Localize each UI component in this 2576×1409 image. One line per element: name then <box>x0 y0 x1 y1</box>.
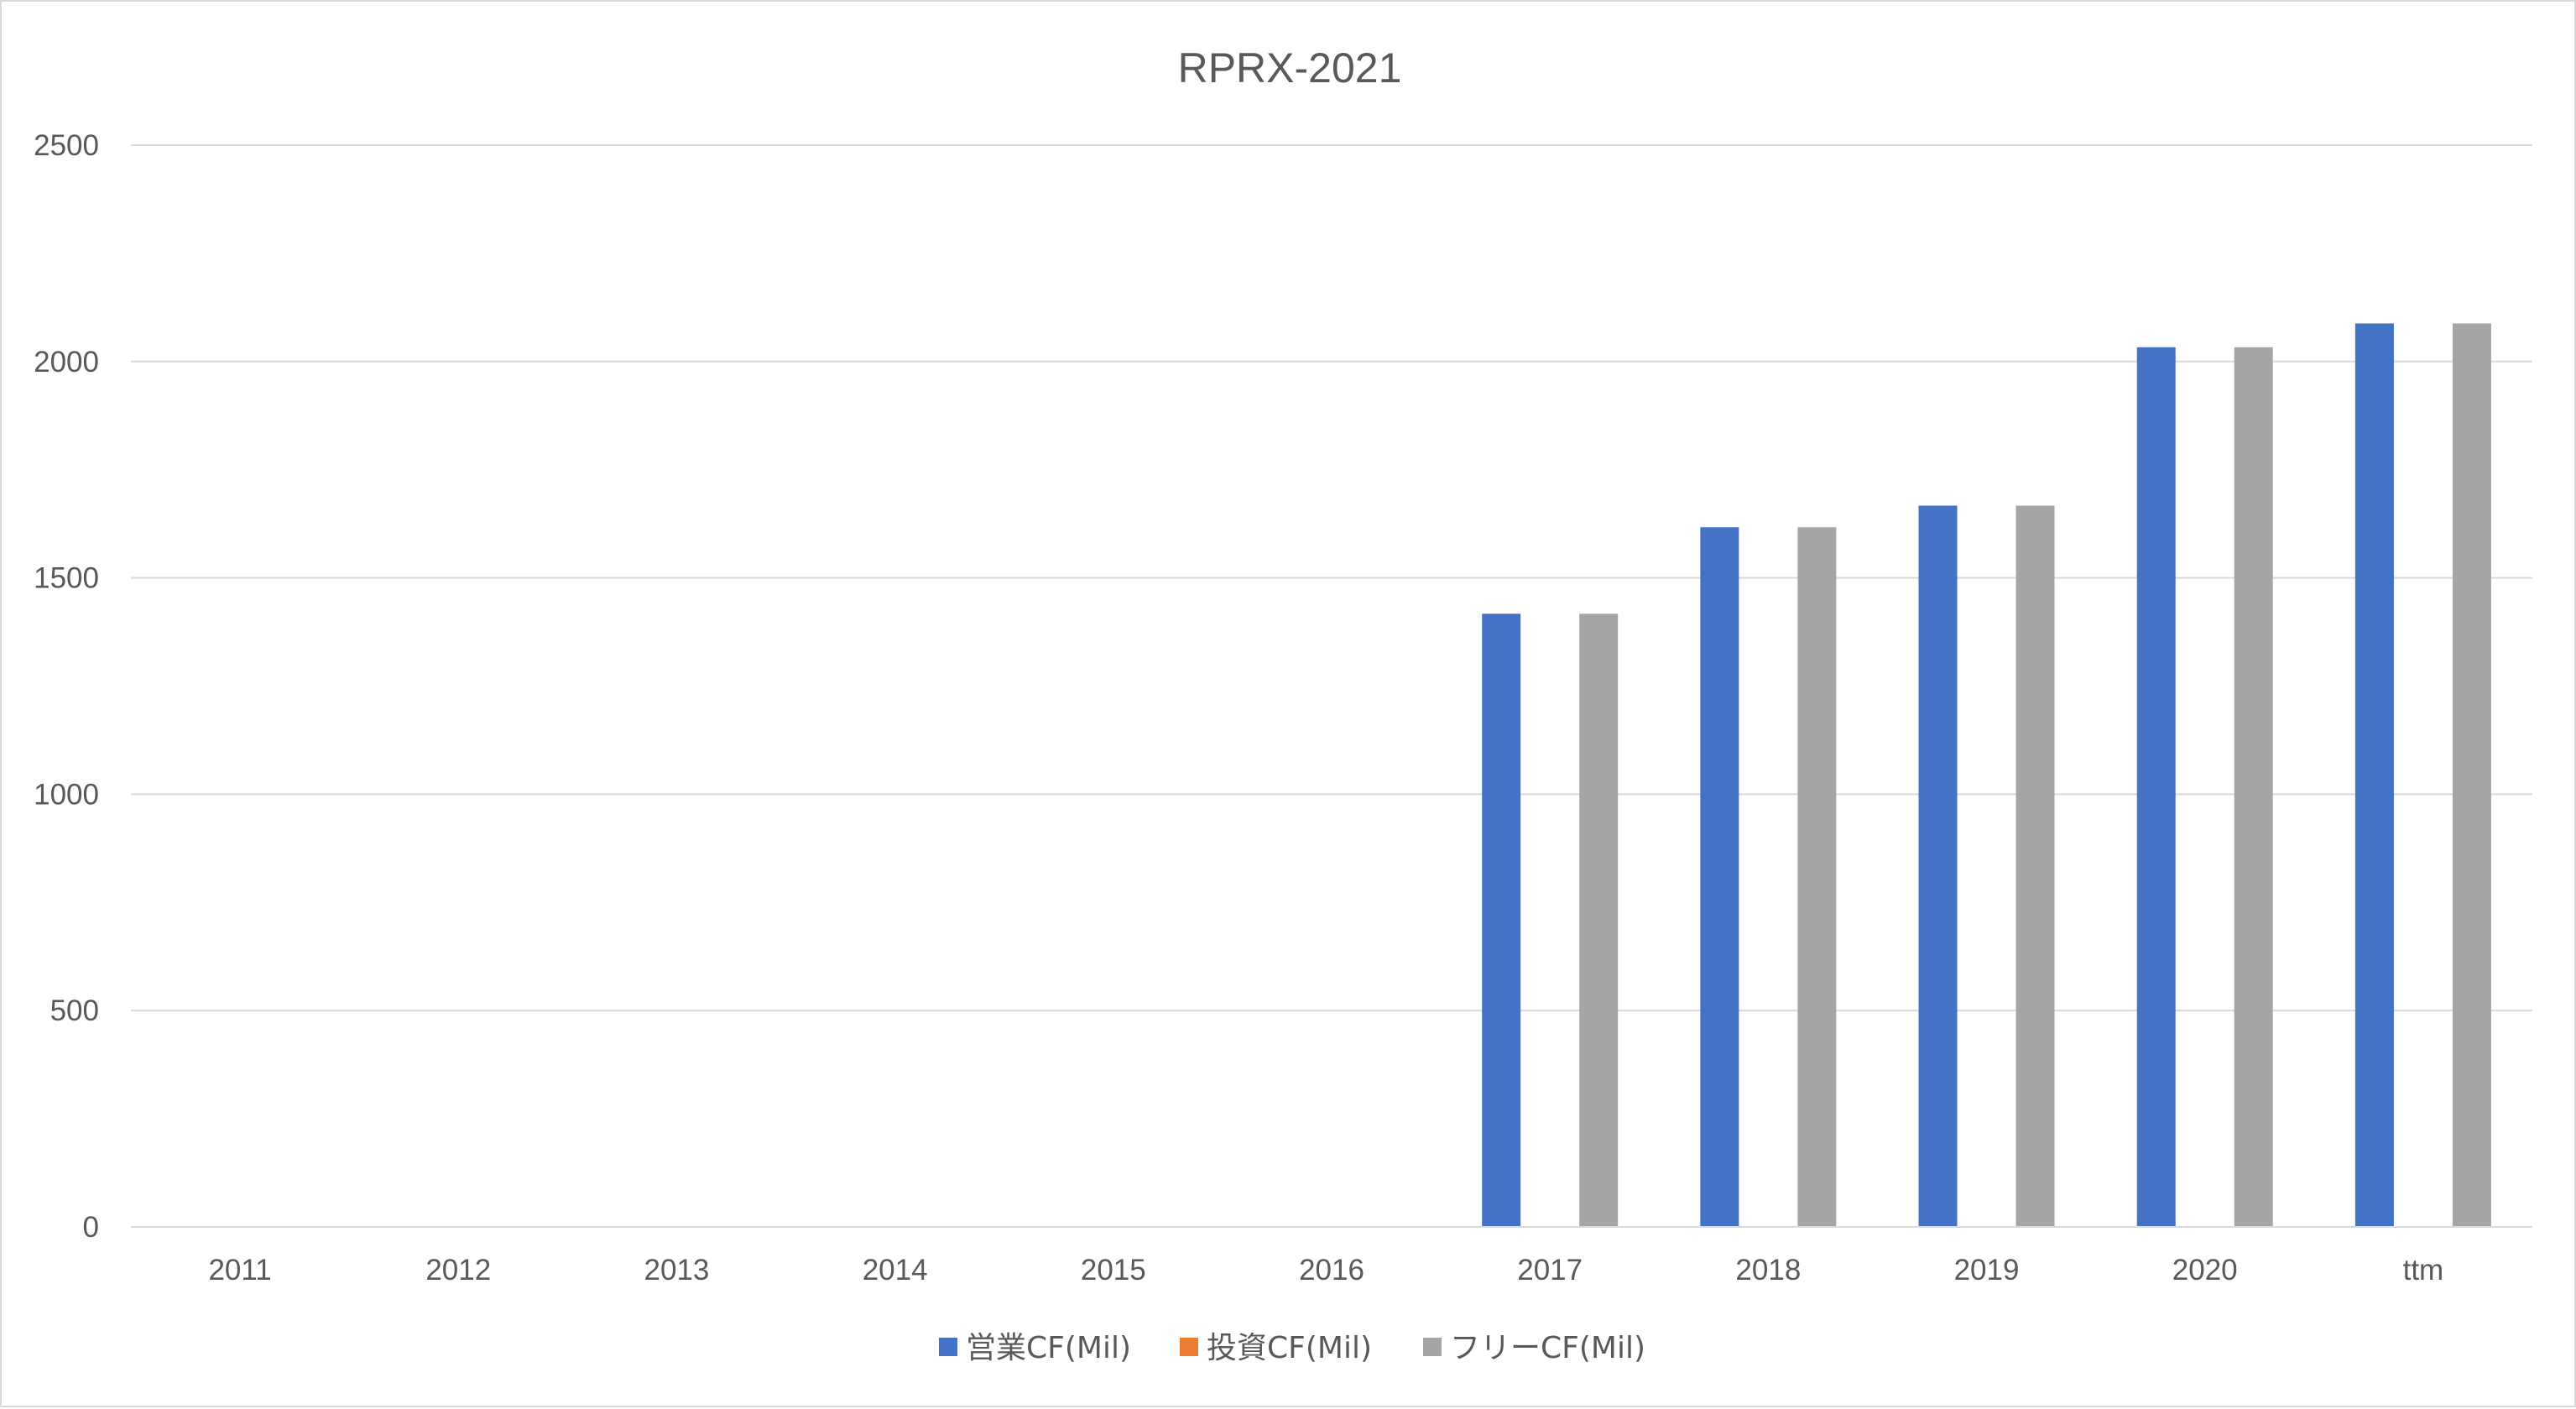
bar <box>1797 527 1837 1227</box>
bar <box>1700 527 1739 1227</box>
bar <box>1579 613 1619 1227</box>
y-tick-label: 1000 <box>34 778 99 811</box>
legend-label: 投資CF(Mil) <box>1207 1331 1372 1365</box>
x-tick-label: 2016 <box>1299 1254 1364 1286</box>
x-tick-label: 2014 <box>863 1254 928 1286</box>
y-tick-label: 2000 <box>34 346 99 378</box>
legend-swatch <box>1180 1338 1198 1356</box>
bar <box>1918 505 1958 1227</box>
x-tick-label: 2020 <box>2172 1254 2238 1286</box>
x-axis-ticks: 2011 2012 2013 2014 2015 2016 2017 2018 2019 2020… <box>208 1254 2443 1286</box>
bars <box>1482 323 2491 1228</box>
bar <box>2354 323 2394 1227</box>
x-tick-label: 2011 <box>208 1254 271 1286</box>
chart-title: RPRX-2021 <box>1178 44 1402 91</box>
bar <box>2234 347 2273 1228</box>
y-axis-ticks: 0 500 1000 1500 2000 2500 <box>34 129 99 1244</box>
x-tick-label: 2019 <box>1954 1254 2020 1286</box>
x-tick-label: 2018 <box>1735 1254 1801 1286</box>
bar <box>1482 613 1521 1227</box>
bar <box>2136 347 2176 1228</box>
legend-label: 営業CF(Mil) <box>966 1331 1131 1365</box>
y-tick-label: 1500 <box>34 562 99 595</box>
y-tick-label: 0 <box>83 1211 99 1244</box>
legend-swatch <box>939 1338 957 1356</box>
legend-swatch <box>1423 1338 1442 1356</box>
y-tick-label: 500 <box>50 994 99 1027</box>
x-tick-label: 2012 <box>425 1254 491 1286</box>
x-tick-label: 2015 <box>1081 1254 1146 1286</box>
bar <box>2015 505 2055 1227</box>
legend: 営業CF(Mil) 投資CF(Mil) フリーCF(Mil) <box>939 1331 1645 1365</box>
bar <box>2452 323 2491 1227</box>
gridlines <box>131 144 2532 1012</box>
legend-label: フリーCF(Mil) <box>1450 1331 1645 1365</box>
x-tick-label: 2013 <box>644 1254 710 1286</box>
x-tick-label: ttm <box>2403 1254 2444 1286</box>
y-tick-label: 2500 <box>34 129 99 162</box>
x-tick-label: 2017 <box>1517 1254 1583 1286</box>
